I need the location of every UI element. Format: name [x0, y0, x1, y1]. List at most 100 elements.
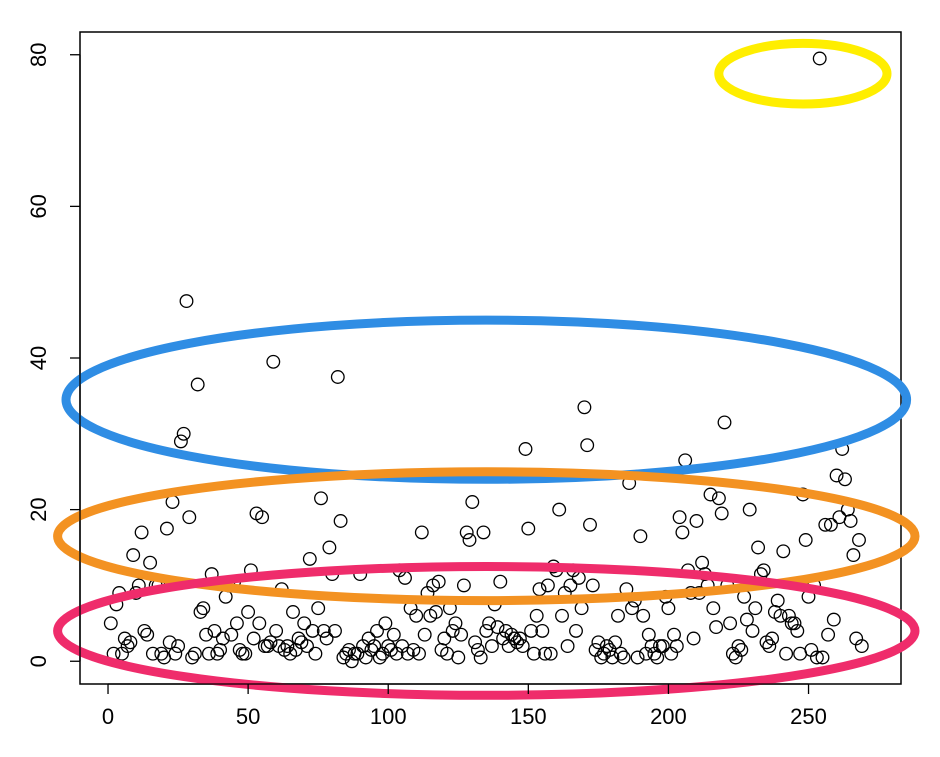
data-point [319, 631, 334, 646]
data-point [605, 650, 620, 665]
data-point [574, 601, 589, 616]
data-point [560, 639, 575, 654]
data-point [706, 601, 721, 616]
data-point [490, 620, 505, 635]
x-tick-label: 0 [102, 704, 114, 729]
highlight-ellipse-2 [61, 315, 912, 484]
data-point [381, 639, 396, 654]
data-point [852, 533, 866, 547]
data-point [162, 635, 177, 650]
data-point [120, 639, 135, 654]
data-point [207, 623, 222, 638]
data-point [765, 631, 780, 646]
data-point [611, 608, 625, 623]
data-point [215, 631, 230, 646]
data-point [193, 605, 208, 619]
data-point [182, 510, 197, 525]
data-point [159, 521, 174, 536]
data-point [470, 642, 485, 657]
x-tick-label: 200 [650, 704, 687, 729]
data-point [196, 601, 211, 616]
data-point [815, 650, 830, 665]
data-point [252, 616, 267, 631]
data-point [266, 354, 281, 369]
y-tick-label: 20 [26, 497, 51, 521]
data-point [238, 646, 253, 661]
y-tick-label: 0 [26, 655, 51, 667]
data-point [756, 563, 771, 578]
data-point [428, 605, 443, 619]
data-point [134, 525, 149, 540]
data-point [213, 642, 228, 657]
data-point [594, 650, 609, 665]
data-point [302, 551, 317, 566]
data-point [311, 601, 326, 616]
data-point [185, 650, 200, 665]
x-tick-label: 250 [790, 704, 827, 729]
data-point [414, 525, 429, 540]
data-point [316, 623, 331, 638]
data-point [563, 578, 578, 593]
data-point [235, 646, 250, 661]
data-point [577, 400, 592, 415]
data-point [330, 370, 345, 384]
data-point [585, 578, 600, 593]
data-point [103, 616, 118, 631]
data-point [552, 502, 567, 517]
data-point [608, 635, 623, 650]
data-point [328, 623, 342, 638]
data-point [655, 639, 670, 654]
data-point [524, 623, 539, 638]
data-point [613, 646, 628, 661]
data-point [515, 639, 530, 654]
axes: 0 50 100 150 200 250 0 20 40 60 80 [26, 42, 827, 729]
data-point [826, 612, 841, 627]
data-point [535, 623, 550, 638]
data-point [431, 574, 446, 589]
data-point [538, 646, 553, 661]
data-point [412, 646, 426, 661]
data-point [583, 517, 597, 532]
data-point [734, 642, 749, 657]
y-tick-label: 80 [26, 42, 51, 66]
data-point [305, 623, 320, 638]
data-point [823, 517, 838, 532]
data-point [717, 415, 732, 430]
data-point [179, 294, 194, 309]
data-point [154, 646, 169, 661]
data-point [314, 491, 328, 506]
data-point [370, 623, 384, 638]
data-point [171, 639, 186, 654]
data-point [454, 627, 469, 642]
data-point [224, 627, 239, 642]
data-point [714, 506, 729, 521]
highlight-ellipse-1 [714, 38, 892, 109]
data-point [661, 601, 676, 616]
data-point [521, 521, 536, 536]
data-point [462, 533, 477, 547]
data-point [703, 487, 718, 502]
data-point [140, 627, 155, 642]
data-point [333, 514, 348, 528]
data-point [468, 635, 483, 650]
x-tick-label: 150 [510, 704, 547, 729]
data-point [300, 639, 314, 654]
data-point [686, 631, 701, 646]
data-point [507, 631, 522, 646]
data-point [246, 631, 261, 646]
highlight-ellipse-3 [53, 467, 920, 606]
data-point [675, 525, 690, 540]
data-point [409, 608, 424, 623]
data-point [322, 540, 337, 555]
data-point [280, 639, 295, 654]
data-point [269, 623, 284, 638]
data-point [809, 650, 824, 665]
data-point [633, 529, 648, 544]
highlight-ellipses [53, 38, 920, 700]
data-point [787, 616, 802, 631]
data-point [711, 491, 726, 506]
data-point [569, 623, 583, 638]
data-point [821, 627, 836, 642]
data-point [137, 623, 152, 638]
